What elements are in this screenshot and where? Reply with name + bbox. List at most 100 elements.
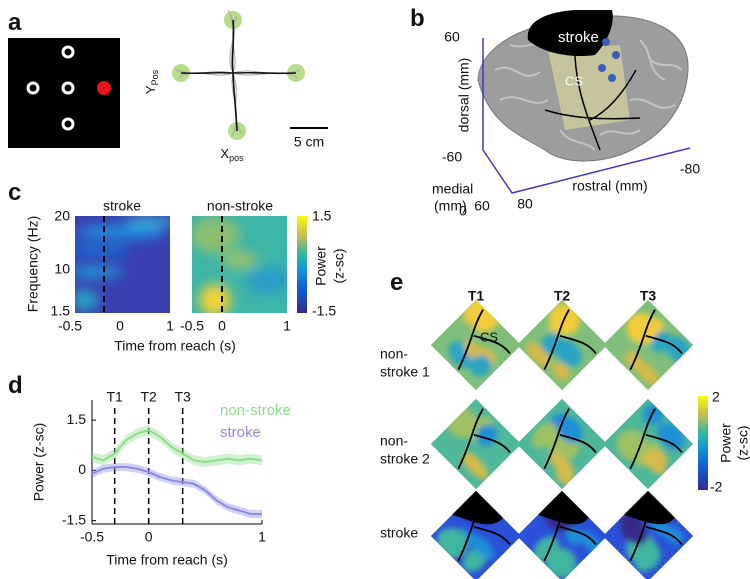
map-fill — [516, 490, 608, 579]
power-map — [602, 490, 694, 579]
y-tick-label: -1.5 — [62, 511, 86, 527]
map-fill — [430, 490, 522, 579]
map-blobs — [526, 303, 582, 380]
tick-label: 20 — [54, 208, 70, 224]
power-map — [516, 490, 608, 579]
map-blob — [624, 350, 643, 369]
power-maps — [430, 299, 694, 579]
panel-label: b — [410, 5, 425, 32]
lesion — [451, 490, 503, 525]
x-axis-label: Time from reach (s) — [106, 552, 228, 568]
axis-label: rostral (mm) — [572, 178, 647, 194]
sulcus-line — [629, 500, 683, 562]
sulcus-line — [543, 408, 597, 470]
label-main: Y — [143, 85, 158, 94]
map-fill — [602, 299, 694, 391]
y-axis-label: Power (z-sc) — [31, 423, 47, 502]
tick-label: 1 — [166, 318, 174, 334]
target-display — [8, 38, 120, 148]
tick-label: 1.5 — [51, 303, 71, 319]
map-blob — [666, 527, 684, 545]
panel-label: d — [8, 372, 23, 399]
reach-trajectories — [172, 9, 305, 140]
map-blob — [554, 338, 582, 367]
lesion-label: stroke — [558, 29, 599, 46]
axis-label: medial — [432, 181, 473, 197]
tick-label: 1 — [283, 318, 291, 334]
power-map — [430, 299, 522, 391]
row-label: stroke — [380, 525, 418, 541]
label-sub: pos — [229, 153, 244, 163]
tick-label: 0 — [218, 318, 226, 334]
power-map — [516, 299, 608, 391]
power-map — [430, 490, 522, 579]
tick-label: -60 — [442, 149, 462, 165]
axis-label: dorsal (mm) — [456, 58, 472, 133]
legend-entry: non-stroke — [220, 402, 291, 419]
map-blob — [650, 449, 668, 467]
y-axis-label: Frequency (Hz) — [25, 216, 41, 312]
sulcus-line — [629, 408, 683, 470]
scale-label: 5 cm — [294, 134, 324, 150]
label-sub: Pos — [150, 69, 160, 85]
event-label: T1 — [106, 389, 123, 405]
label-main: X — [220, 146, 229, 161]
power-map — [430, 398, 522, 490]
heatmap-stroke — [75, 216, 170, 313]
line-chart: -1.5 0 1.5 -0.5 0 1 Time from reach (s) Power (… — [31, 389, 291, 568]
heatmap-non-stroke — [192, 216, 287, 313]
heatmap-title: stroke — [103, 198, 141, 214]
sulcus-label: CS — [480, 329, 498, 344]
brain — [477, 10, 691, 194]
column-title: T1 — [468, 288, 485, 304]
colorbar-label: (z-sc) — [735, 426, 750, 461]
colorbar — [297, 216, 307, 313]
x-axis-label: Xpos — [220, 146, 244, 163]
tick-label: 0 — [116, 318, 124, 334]
tick-label: 60 — [474, 198, 490, 214]
map-fill — [430, 299, 522, 391]
map-blob — [526, 342, 551, 368]
map-blob — [657, 422, 685, 450]
colorbar-tick: 1.5 — [312, 208, 332, 224]
legend-entry: stroke — [220, 424, 261, 441]
lesion — [537, 490, 589, 525]
series-line — [91, 466, 262, 515]
x-axis-label: Time from reach (s) — [114, 338, 236, 354]
column-title: T3 — [640, 288, 657, 304]
map-blob — [634, 360, 660, 386]
colorbar-tick: -2 — [710, 479, 723, 495]
colorbar-label: Power — [313, 246, 329, 286]
y-tick-label: 1.5 — [67, 411, 87, 427]
colorbar-tick: 2 — [712, 389, 720, 405]
map-blob — [469, 533, 494, 559]
colorbar-label: Power — [718, 423, 734, 463]
map-blob — [620, 517, 648, 545]
map-fill — [516, 299, 608, 391]
map-blob — [548, 307, 575, 333]
map-fill — [516, 398, 608, 490]
map-blob — [463, 454, 489, 480]
x-tick-label: 1 — [258, 529, 266, 545]
map-fill — [430, 398, 522, 490]
sulcus-line — [457, 309, 511, 371]
map-fill — [602, 398, 694, 490]
series-line — [91, 429, 263, 464]
map-blob — [549, 452, 575, 477]
tick-label: 80 — [517, 196, 533, 212]
x-tick-label: -0.5 — [80, 529, 104, 545]
row-label: non- — [380, 433, 408, 449]
map-blob — [470, 355, 492, 377]
sulcus-line — [629, 309, 683, 371]
power-map — [602, 299, 694, 391]
error-band — [92, 463, 262, 518]
tick-label: 60 — [444, 29, 460, 45]
tick-label: -0.5 — [58, 318, 82, 334]
sulcus-label: CS — [565, 73, 583, 88]
tick-label: -80 — [680, 161, 700, 177]
power-map — [602, 398, 694, 490]
heatmap-title: non-stroke — [207, 198, 273, 214]
panel-label: c — [8, 179, 21, 206]
row-label: stroke 1 — [380, 364, 430, 380]
